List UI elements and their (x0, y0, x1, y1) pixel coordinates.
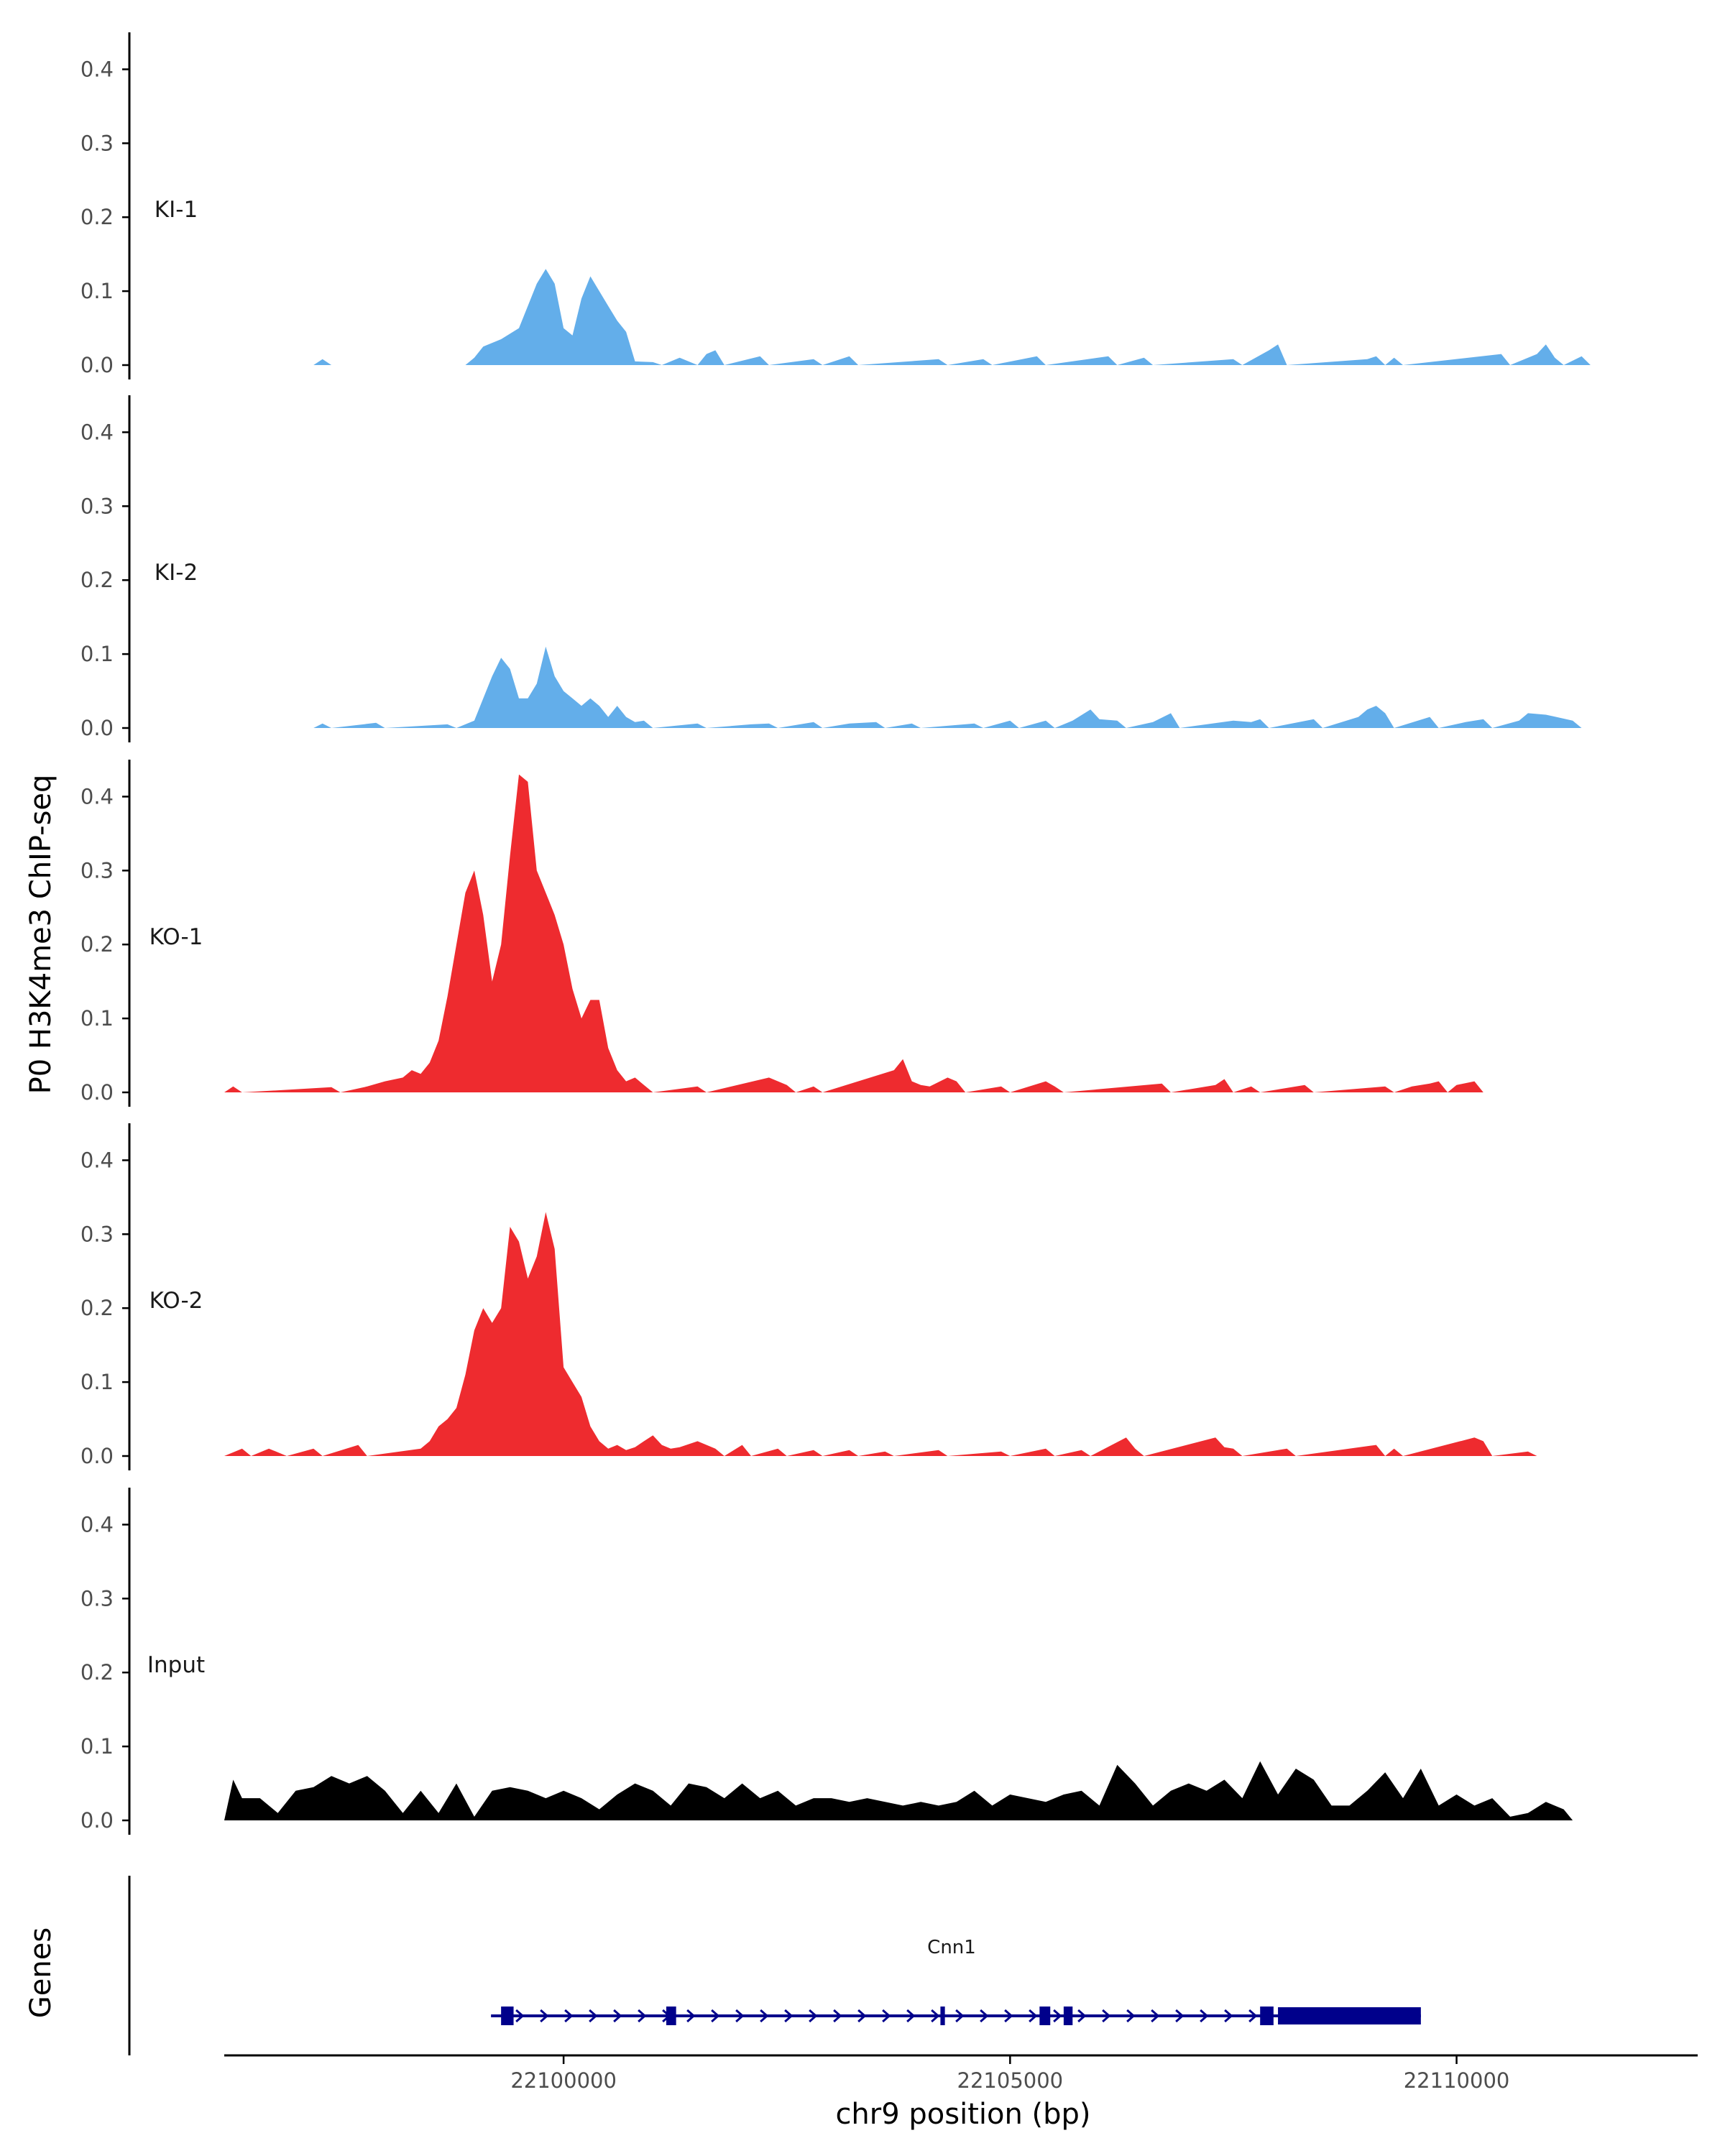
gene-name-label: Cnn1 (927, 1937, 976, 1958)
strand-arrow-icon (833, 2009, 842, 2023)
y-tick-label: 0.1 (80, 642, 114, 666)
signal-area (224, 1761, 1573, 1820)
strand-arrow-icon (882, 2009, 891, 2023)
strand-arrow-icon (711, 2009, 720, 2023)
strand-arrow-icon (1029, 2009, 1038, 2023)
strand-arrow-icon (1175, 2009, 1184, 2023)
strand-arrow-icon (564, 2009, 574, 2023)
y-tick-label: 0.1 (80, 1370, 114, 1394)
x-tick-label: 22105000 (957, 2068, 1064, 2093)
track-label: KI-2 (155, 560, 198, 586)
y-tick-label: 0.0 (80, 1080, 114, 1105)
strand-arrow-icon (1151, 2009, 1160, 2023)
strand-arrow-icon (760, 2009, 769, 2023)
strand-arrow-icon (931, 2009, 940, 2023)
track-input: 0.0 0.1 0.2 0.3 0.4 Input (80, 1488, 1573, 1835)
y-tick-label: 0.3 (80, 494, 114, 518)
track-ki-2: 0.0 0.1 0.2 0.3 0.4 KI-2 (80, 395, 1582, 742)
gene-exon (1260, 2007, 1274, 2025)
track-label: KI-1 (155, 197, 198, 223)
strand-arrow-icon (809, 2009, 818, 2023)
track-ko-1: 0.0 0.1 0.2 0.3 0.4 KO-1 (80, 760, 1484, 1107)
strand-arrow-icon (1053, 2009, 1062, 2023)
y-axis-title: P0 H3K4me3 ChIP-seq (24, 775, 58, 1095)
strand-arrow-icon (735, 2009, 745, 2023)
strand-arrow-icon (540, 2009, 549, 2023)
strand-arrow-icon (955, 2009, 965, 2023)
x-axis-title: chr9 position (bp) (835, 2098, 1090, 2131)
y-tick-label: 0.4 (80, 420, 114, 444)
signal-area (313, 646, 1582, 728)
genes-axis-title: Genes (24, 1927, 58, 2018)
gene-annotation-panel: Cnn1 (128, 1876, 1421, 2055)
gene-exon (666, 2007, 676, 2025)
strand-arrow-icon (589, 2009, 598, 2023)
y-tick-label: 0.3 (80, 858, 114, 883)
y-tick-label: 0.3 (80, 1222, 114, 1246)
track-label: KO-2 (150, 1288, 203, 1314)
track-label: KO-1 (150, 924, 203, 950)
y-tick-label: 0.2 (80, 205, 114, 229)
y-tick-label: 0.0 (80, 1808, 114, 1833)
y-tick-label: 0.4 (80, 57, 114, 81)
strand-arrow-icon (1004, 2009, 1013, 2023)
strand-arrow-icon (1248, 2009, 1258, 2023)
y-tick-label: 0.4 (80, 784, 114, 808)
gene-exon (1063, 2007, 1073, 2025)
gene-exon (501, 2007, 514, 2025)
y-tick-label: 0.0 (80, 353, 114, 377)
y-axis-title-group: P0 H3K4me3 ChIP-seq (24, 775, 58, 1095)
y-tick-label: 0.1 (80, 279, 114, 303)
strand-arrow-icon (1200, 2009, 1209, 2023)
strand-arrow-icon (980, 2009, 989, 2023)
y-tick-label: 0.0 (80, 716, 114, 740)
track-ki-1: 0.0 0.1 0.2 0.3 0.4 KI-1 (80, 32, 1591, 379)
gene-exon (1278, 2007, 1421, 2024)
tracks-panel: 0.00.10.20.30.4KI-10.00.10.20.30.4KI-20.… (80, 32, 1591, 1835)
strand-arrow-icon (613, 2009, 622, 2023)
y-tick-label: 0.2 (80, 932, 114, 957)
y-tick-label: 0.4 (80, 1148, 114, 1172)
y-tick-label: 0.4 (80, 1512, 114, 1537)
y-tick-label: 0.2 (80, 1296, 114, 1320)
x-tick-label: 22110000 (1404, 2068, 1510, 2093)
x-tick-label: 22100000 (510, 2068, 617, 2093)
strand-arrow-icon (906, 2009, 916, 2023)
strand-arrow-icon (1224, 2009, 1233, 2023)
y-tick-label: 0.2 (80, 1660, 114, 1685)
track-label: Input (147, 1652, 205, 1678)
strand-arrow-icon (1126, 2009, 1136, 2023)
track-ko-2: 0.0 0.1 0.2 0.3 0.4 KO-2 (80, 1123, 1537, 1470)
y-tick-label: 0.1 (80, 1006, 114, 1031)
signal-area (224, 1212, 1537, 1456)
y-tick-label: 0.2 (80, 568, 114, 592)
y-tick-label: 0.3 (80, 1586, 114, 1611)
strand-arrow-icon (1077, 2009, 1087, 2023)
strand-arrow-icon (515, 2009, 525, 2023)
strand-arrow-icon (784, 2009, 794, 2023)
y-tick-label: 0.1 (80, 1734, 114, 1759)
strand-arrow-icon (686, 2009, 696, 2023)
strand-arrow-icon (1102, 2009, 1111, 2023)
signal-area (313, 269, 1591, 365)
gene-exon (1039, 2007, 1051, 2025)
y-tick-label: 0.3 (80, 131, 114, 155)
strand-arrow-icon (638, 2009, 647, 2023)
signal-area (224, 774, 1484, 1092)
strand-arrow-icon (857, 2009, 867, 2023)
y-tick-label: 0.0 (80, 1444, 114, 1468)
gene-exon (940, 2007, 945, 2025)
x-axis: 22100000 22105000 22110000 (224, 2054, 1698, 2093)
